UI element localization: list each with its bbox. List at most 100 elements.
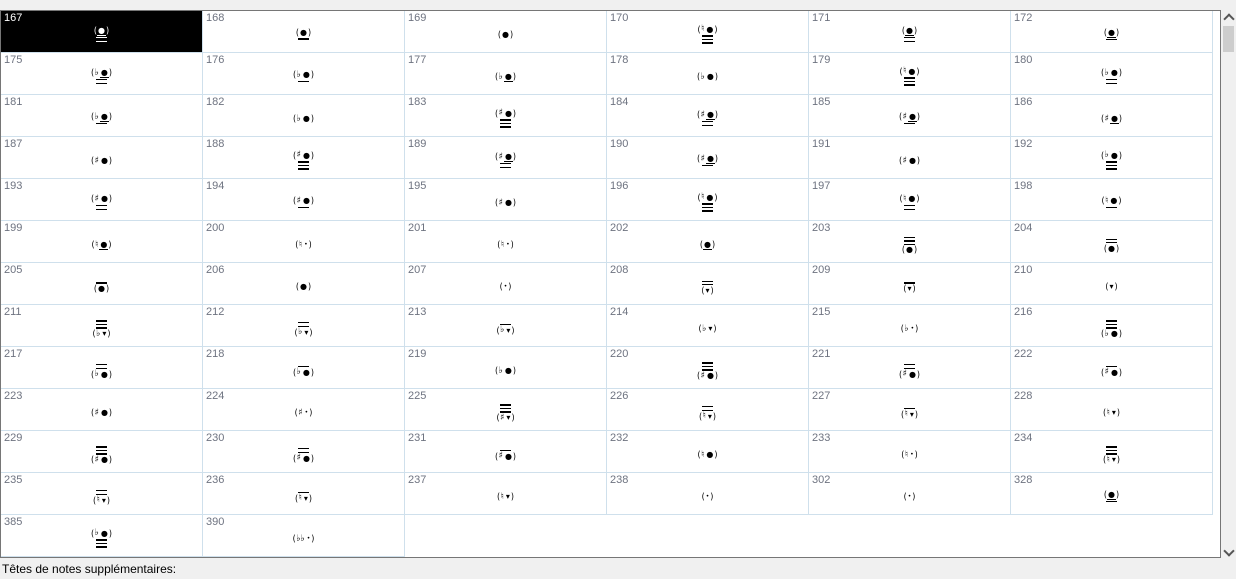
symbol-cell-237[interactable]: 237 (♮ ▾): [405, 473, 607, 515]
scroll-up-button[interactable]: [1222, 8, 1235, 26]
symbol-cell-235[interactable]: 235(♮ ▾): [1, 473, 203, 515]
symbol-cell-167[interactable]: 167(●): [1, 11, 203, 53]
symbol-cell-179[interactable]: 179(♮ ●): [809, 53, 1011, 95]
symbol-cell-183[interactable]: 183(♯ ●): [405, 95, 607, 137]
symbol-cell-200[interactable]: 200 (♮ •): [203, 221, 405, 263]
symbol-cell-184[interactable]: 184(♯ ●): [607, 95, 809, 137]
symbol-cell-203[interactable]: 203(●): [809, 221, 1011, 263]
symbol-cell-189[interactable]: 189(♯ ●): [405, 137, 607, 179]
symbol-cell-208[interactable]: 208(▾): [607, 263, 809, 305]
symbol-cell-219[interactable]: 219 (♭ ●): [405, 347, 607, 389]
accidental: ♮: [95, 239, 99, 250]
accidental: ♭: [1104, 328, 1109, 339]
symbol-cell-181[interactable]: 181(♭ ●): [1, 95, 203, 137]
symbol-cell-231[interactable]: 231 (♯ ●): [405, 431, 607, 473]
symbol-cell-202[interactable]: 202 (●): [607, 221, 809, 263]
symbol-cell-195[interactable]: 195 (♯ ●): [405, 179, 607, 221]
symbol-cell-169[interactable]: 169 (●): [405, 11, 607, 53]
symbol-cell-328[interactable]: 328(●): [1011, 473, 1213, 515]
symbol-cell-186[interactable]: 186 (♯ ●): [1011, 95, 1213, 137]
symbol-cell-221[interactable]: 221(♯ ●): [809, 347, 1011, 389]
cell-number: 179: [812, 54, 831, 66]
symbol-cell-196[interactable]: 196(♮ ●): [607, 179, 809, 221]
symbol-cell-199[interactable]: 199 (♮ ●): [1, 221, 203, 263]
symbol-cell-207[interactable]: 207 (•): [405, 263, 607, 305]
symbol-cell-217[interactable]: 217(♭ ●): [1, 347, 203, 389]
symbol-cell-168[interactable]: 168 (●): [203, 11, 405, 53]
notehead-glyph: (♯ ●): [898, 155, 921, 166]
symbol-cell-229[interactable]: 229(♯ ●): [1, 431, 203, 473]
symbol-cell-230[interactable]: 230(♯ ●): [203, 431, 405, 473]
symbol-cell-190[interactable]: 190(♯ ●): [607, 137, 809, 179]
cell-number: 237: [408, 474, 427, 486]
notehead-glyph: (♯ •): [294, 407, 313, 418]
scroll-down-button[interactable]: [1222, 544, 1235, 562]
symbol-cell-234[interactable]: 234(♮ ▾): [1011, 431, 1213, 473]
accidental: ♭: [296, 69, 301, 80]
notehead-icon: ●: [1107, 27, 1116, 38]
cell-number: 183: [408, 96, 427, 108]
symbol-cell-211[interactable]: 211(♭ ▾): [1, 305, 203, 347]
symbol-cell-188[interactable]: 188(♯ ●): [203, 137, 405, 179]
symbol-cell-215[interactable]: 215 (♭ •): [809, 305, 1011, 347]
symbol-cell-191[interactable]: 191 (♯ ●): [809, 137, 1011, 179]
symbol-cell-176[interactable]: 176(♭ ●): [203, 53, 405, 95]
symbol-cell-226[interactable]: 226(♮ ▾): [607, 389, 809, 431]
symbol-cell-194[interactable]: 194(♯ ●): [203, 179, 405, 221]
symbol-cell-206[interactable]: 206 (●): [203, 263, 405, 305]
symbol-cell-177[interactable]: 177 (♭ ●): [405, 53, 607, 95]
accidental: ♮: [1106, 454, 1110, 465]
symbol-cell-193[interactable]: 193(♯ ●): [1, 179, 203, 221]
symbol-cell-170[interactable]: 170(♮ ●): [607, 11, 809, 53]
symbol-cell-228[interactable]: 228 (♮ ▾): [1011, 389, 1213, 431]
notehead-icon: ●: [1110, 150, 1118, 160]
symbol-cell-185[interactable]: 185(♯ ●): [809, 95, 1011, 137]
symbol-cell-238[interactable]: 238 (•): [607, 473, 809, 515]
notehead-glyph: (♮ ▾): [497, 491, 514, 502]
symbol-cell-385[interactable]: 385(♭ ●): [1, 515, 203, 557]
symbol-cell-212[interactable]: 212(♭ ▾): [203, 305, 405, 347]
symbol-cell-220[interactable]: 220(♯ ●): [607, 347, 809, 389]
accidental: ♭♭: [296, 533, 305, 544]
symbol-cell-178[interactable]: 178 (♭ ●): [607, 53, 809, 95]
symbol-cell-233[interactable]: 233 (♮ •): [809, 431, 1011, 473]
symbol-cell-204[interactable]: 204(●): [1011, 221, 1213, 263]
symbol-cell-192[interactable]: 192(♭ ●): [1011, 137, 1213, 179]
symbol-cell-225[interactable]: 225(♯ ▾): [405, 389, 607, 431]
symbol-cell-232[interactable]: 232 (♮ ●): [607, 431, 809, 473]
symbol-cell-223[interactable]: 223 (♯ ●): [1, 389, 203, 431]
symbol-cell-171[interactable]: 171(●): [809, 11, 1011, 53]
symbol-cell-197[interactable]: 197(♮ ●): [809, 179, 1011, 221]
symbol-cell-172[interactable]: 172(●): [1011, 11, 1213, 53]
notehead-icon: ●: [99, 239, 109, 250]
symbol-cell-227[interactable]: 227 (♮ ▾): [809, 389, 1011, 431]
symbol-cell-209[interactable]: 209 (▾): [809, 263, 1011, 305]
symbol-cell-216[interactable]: 216(♭ ●): [1011, 305, 1213, 347]
symbol-cell-214[interactable]: 214 (♭ ▾): [607, 305, 809, 347]
symbol-cell-182[interactable]: 182 (♭ ●): [203, 95, 405, 137]
symbol-cell-224[interactable]: 224 (♯ •): [203, 389, 405, 431]
symbol-cell-205[interactable]: 205 (●): [1, 263, 203, 305]
symbol-cell-187[interactable]: 187 (♯ ●): [1, 137, 203, 179]
scrollbar-thumb[interactable]: [1223, 26, 1234, 52]
cell-number: 195: [408, 180, 427, 192]
symbol-cell-236[interactable]: 236 (♮ ▾): [203, 473, 405, 515]
cell-number: 199: [4, 222, 23, 234]
vertical-scrollbar[interactable]: [1222, 8, 1235, 562]
symbol-cell-210[interactable]: 210 (▾): [1011, 263, 1213, 305]
cell-number: 187: [4, 138, 23, 150]
symbol-cell-302[interactable]: 302 (•): [809, 473, 1011, 515]
symbol-cell-213[interactable]: 213 (♭ ▾): [405, 305, 607, 347]
symbol-cell-201[interactable]: 201 (♮ •): [405, 221, 607, 263]
symbol-cell-222[interactable]: 222 (♯ ●): [1011, 347, 1213, 389]
symbol-cell-390[interactable]: 390 (♭♭ •): [203, 515, 405, 557]
symbol-cell-180[interactable]: 180(♭ ●): [1011, 53, 1213, 95]
accidental: ♮: [298, 493, 302, 504]
accidental: ♯: [498, 108, 503, 119]
symbol-cell-198[interactable]: 198(♮ ●): [1011, 179, 1213, 221]
notehead-glyph: (♭ ▾): [1, 305, 202, 346]
symbol-cell-175[interactable]: 175(♭ ●): [1, 53, 203, 95]
notehead-glyph: (♭ ●): [697, 71, 718, 82]
notehead-glyph: (●): [809, 221, 1010, 262]
symbol-cell-218[interactable]: 218 (♭ ●): [203, 347, 405, 389]
